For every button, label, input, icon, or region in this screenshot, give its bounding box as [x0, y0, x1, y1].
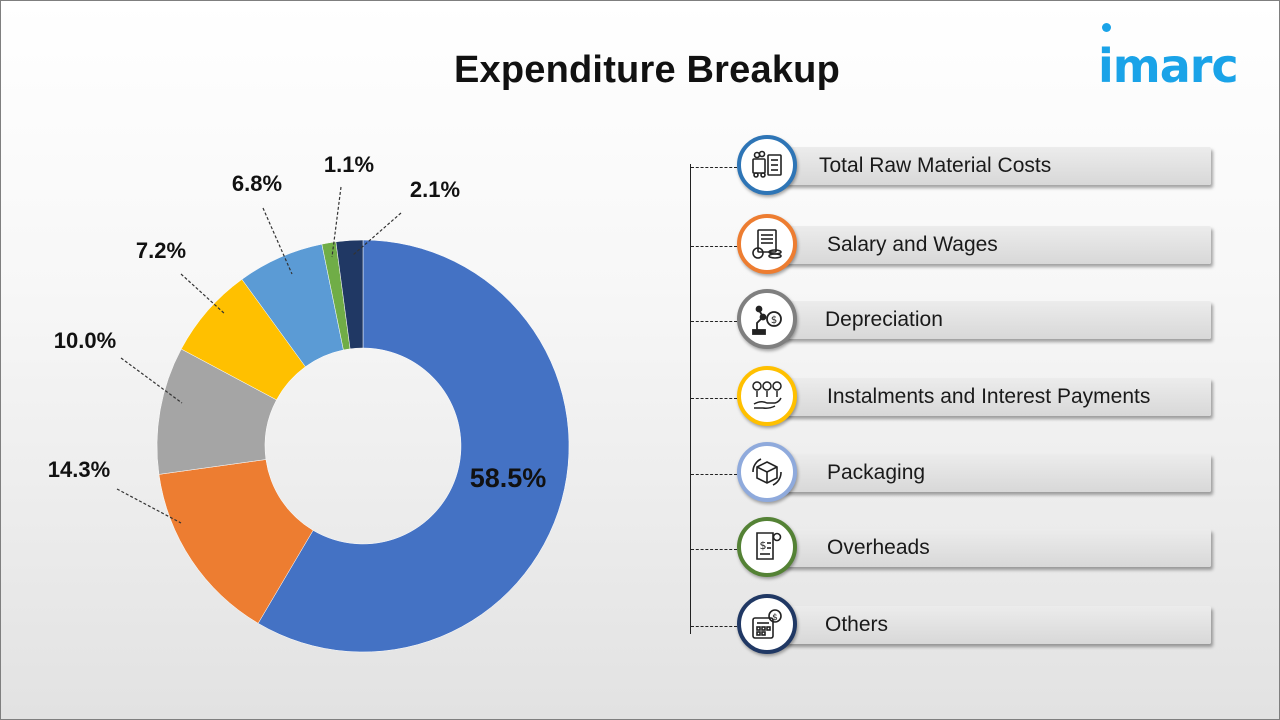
leader-line-1 — [116, 488, 182, 524]
legend-dash — [691, 398, 737, 399]
legend-dash — [691, 626, 737, 627]
donut-slice-0 — [257, 239, 570, 653]
slice-label-0: 58.5% — [470, 463, 547, 493]
leader-line-6 — [352, 212, 402, 256]
legend-dash — [691, 474, 737, 475]
slice-label-2: 10.0% — [54, 328, 116, 353]
legend-pill: Total Raw Material Costs — [751, 147, 1211, 185]
legend-item-others: Others $ — [691, 594, 1221, 657]
leader-line-3 — [180, 273, 226, 315]
legend-item-salary: Salary and Wages — [691, 214, 1221, 277]
donut-chart: 58.5% 14.3% 10.0% 7.2% 6.8% 1.1% 2.1% — [48, 152, 570, 653]
logo-dot — [1102, 23, 1111, 32]
svg-text:$: $ — [760, 539, 767, 552]
others-icon: $ — [737, 594, 797, 654]
donut-slice-1 — [158, 459, 314, 624]
overheads-icon: $ — [737, 517, 797, 577]
legend-dash — [691, 549, 737, 550]
legend-pill: Instalments and Interest Payments — [751, 378, 1211, 416]
interest-icon — [737, 366, 797, 426]
legend-dash — [691, 167, 737, 168]
legend-item-interest: Instalments and Interest Payments — [691, 366, 1221, 429]
legend-label: Packaging — [827, 461, 926, 484]
legend-label: Instalments and Interest Payments — [827, 385, 1151, 408]
donut-slice-6 — [335, 239, 364, 350]
legend-label: Depreciation — [825, 308, 943, 331]
legend-connector-line — [690, 164, 691, 634]
svg-text:$: $ — [772, 613, 778, 623]
chart-title: Expenditure Breakup — [453, 49, 840, 91]
imarc-logo: imarc — [1098, 23, 1270, 93]
slice-label-1: 14.3% — [48, 457, 110, 482]
legend-pill: Packaging — [751, 454, 1211, 492]
legend-label: Salary and Wages — [827, 233, 998, 256]
legend-pill: Overheads — [751, 529, 1211, 567]
legend-dash — [691, 246, 737, 247]
svg-text:$: $ — [771, 315, 777, 326]
legend-dash — [691, 321, 737, 322]
legend-label: Total Raw Material Costs — [819, 154, 1052, 177]
slice-label-6: 2.1% — [410, 177, 460, 202]
raw-material-icon — [737, 135, 797, 195]
slice-label-4: 6.8% — [232, 171, 282, 196]
legend-item-overheads: Overheads $ — [691, 517, 1221, 580]
legend-item-depreciation: Depreciation $ — [691, 289, 1221, 352]
leader-line-2 — [120, 357, 183, 404]
legend-label: Others — [825, 613, 889, 636]
legend-pill: Others — [751, 606, 1211, 644]
logo-text: imarc — [1098, 39, 1239, 93]
legend-item-packaging: Packaging — [691, 442, 1221, 505]
depreciation-icon: $ — [737, 289, 797, 349]
legend-label: Overheads — [827, 536, 930, 559]
leader-line-4 — [262, 207, 293, 275]
leader-line-5 — [331, 186, 342, 258]
packaging-icon — [737, 442, 797, 502]
salary-icon — [737, 214, 797, 274]
donut-slices — [156, 239, 570, 653]
leader-lines — [116, 186, 402, 524]
slice-label-5: 1.1% — [324, 152, 374, 177]
legend-pill: Depreciation — [751, 301, 1211, 339]
legend-item-raw-material: Total Raw Material Costs — [691, 135, 1221, 198]
legend-pill: Salary and Wages — [751, 226, 1211, 264]
slice-label-3: 7.2% — [136, 238, 186, 263]
slice-labels: 58.5% 14.3% 10.0% 7.2% 6.8% 1.1% 2.1% — [48, 152, 546, 493]
